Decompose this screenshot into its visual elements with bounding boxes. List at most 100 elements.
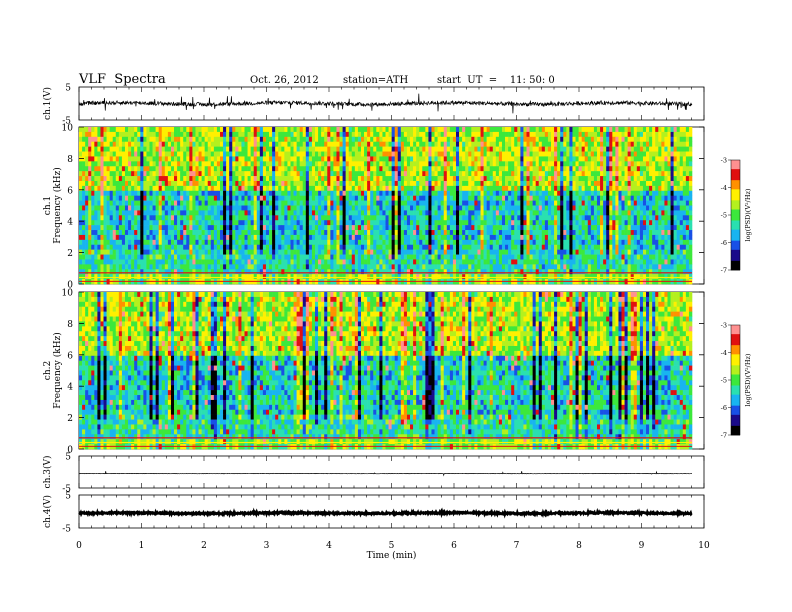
- spectrogram-cell: [612, 171, 616, 177]
- spectrogram-cell: [523, 156, 527, 162]
- spectrogram-cell: [308, 131, 313, 138]
- spectrogram-cell: [275, 146, 279, 152]
- spectrogram-cell: [290, 141, 294, 147]
- spectrogram-cell: [367, 225, 371, 231]
- spectrogram-cell: [164, 230, 169, 236]
- spectrogram-cell: [600, 127, 604, 133]
- spectrogram-cell: [471, 171, 475, 177]
- spectrogram-cell: [446, 171, 451, 177]
- spectrogram-cell: [327, 127, 331, 133]
- spectrogram-cell: [498, 161, 503, 167]
- spectrogram-cell: [455, 180, 460, 187]
- spectrogram-cell: [437, 205, 441, 211]
- spectrogram-cell: [554, 205, 558, 211]
- spectrogram-cell: [370, 141, 374, 147]
- spectrogram-cell: [149, 166, 153, 172]
- spectrogram-cell: [636, 151, 641, 157]
- spectrogram-cell: [91, 190, 95, 196]
- spectrogram-cell: [109, 220, 114, 226]
- spectrogram-cell: [403, 220, 408, 226]
- spectrogram-cell: [440, 200, 445, 206]
- spectrogram-cell: [357, 161, 362, 167]
- spectrogram-cell: [155, 166, 159, 172]
- spectrogram-cell: [275, 131, 279, 138]
- spectrogram-cell: [253, 225, 258, 231]
- spectrogram-cell: [658, 156, 662, 162]
- spectrogram-cell: [315, 166, 319, 172]
- spectrogram-cell: [385, 215, 389, 221]
- spectrogram-cell: [446, 195, 451, 201]
- spectrogram-cell: [351, 166, 356, 172]
- spectrogram-cell: [170, 166, 175, 172]
- spectrogram-cell: [501, 127, 506, 133]
- spectrogram-cell: [210, 151, 215, 157]
- spectrogram-cell: [621, 161, 625, 167]
- spectrogram-cell: [652, 161, 656, 167]
- spectrogram-cell: [244, 171, 248, 177]
- spectrogram-cell: [293, 131, 297, 138]
- spectrogram-cell: [244, 185, 248, 192]
- spectrogram-cell: [318, 136, 322, 143]
- spectrogram-cell: [357, 127, 362, 133]
- spectrogram-cell: [452, 215, 457, 221]
- spectrogram-cell: [339, 200, 343, 206]
- spectrogram-cell: [400, 180, 405, 187]
- spectrogram-cell: [265, 230, 270, 236]
- spectrogram-cell: [551, 136, 555, 143]
- spectrogram-cell: [238, 161, 242, 167]
- spectrogram-cell: [158, 200, 163, 206]
- spectrogram-cell: [327, 200, 331, 206]
- spectrogram-cell: [235, 234, 239, 241]
- spectrogram-cell: [544, 230, 549, 236]
- spectrogram-cell: [670, 161, 674, 167]
- spectrogram-cell: [269, 185, 273, 192]
- spectrogram-cell: [434, 136, 438, 143]
- spectrogram-cell: [373, 141, 377, 147]
- spectrogram-cell: [642, 190, 647, 196]
- spectrogram-cell: [152, 136, 156, 143]
- spectrogram-cell: [351, 151, 356, 157]
- spectrogram-cell: [348, 156, 353, 162]
- spectrogram-cell: [495, 205, 500, 211]
- spectrogram-cell: [247, 151, 251, 157]
- spectrogram-cell: [410, 127, 414, 133]
- spectrogram-cell: [400, 215, 405, 221]
- spectrogram-cell: [293, 215, 297, 221]
- spectrogram-cell: [459, 190, 463, 196]
- spectrogram-cell: [541, 127, 546, 133]
- spectrogram-cell: [382, 180, 386, 187]
- spectrogram-cell: [174, 190, 178, 196]
- spectrogram-cell: [85, 146, 89, 152]
- spectrogram-cell: [532, 131, 536, 138]
- spectrogram-cell: [544, 171, 549, 177]
- spectrogram-cell: [284, 180, 288, 187]
- spectrogram-cell: [287, 225, 291, 231]
- spectrogram-cell: [649, 205, 653, 211]
- spectrogram-cell: [287, 161, 291, 167]
- spectrogram-cell: [91, 230, 95, 236]
- spectrogram-cell: [649, 220, 653, 226]
- spectrogram-cell: [207, 127, 212, 133]
- spectrogram-cell: [241, 195, 245, 201]
- spectrogram-cell: [244, 234, 248, 241]
- spectrogram-cell: [495, 166, 500, 172]
- spectrogram-cell: [275, 166, 279, 172]
- spectrogram-cell: [259, 127, 264, 133]
- spectrogram-cell: [287, 166, 291, 172]
- spectrogram-cell: [551, 166, 555, 172]
- spectrogram-cell: [508, 176, 512, 182]
- spectrogram-cell: [590, 230, 595, 236]
- spectrogram-cell: [440, 205, 445, 211]
- spectrogram-cell: [385, 131, 389, 138]
- spectrogram-cell: [670, 190, 674, 196]
- spectrogram-cell: [100, 180, 104, 187]
- spectrogram-cell: [551, 146, 555, 152]
- spectrogram-cell: [174, 205, 178, 211]
- spectrogram-cell: [223, 225, 227, 231]
- spectrogram-cell: [554, 146, 558, 152]
- spectrogram-cell: [250, 205, 255, 211]
- spectrogram-cell: [532, 195, 536, 201]
- spectrogram-cell: [446, 225, 451, 231]
- spectrogram-cell: [642, 225, 647, 231]
- spectrogram-cell: [459, 146, 463, 152]
